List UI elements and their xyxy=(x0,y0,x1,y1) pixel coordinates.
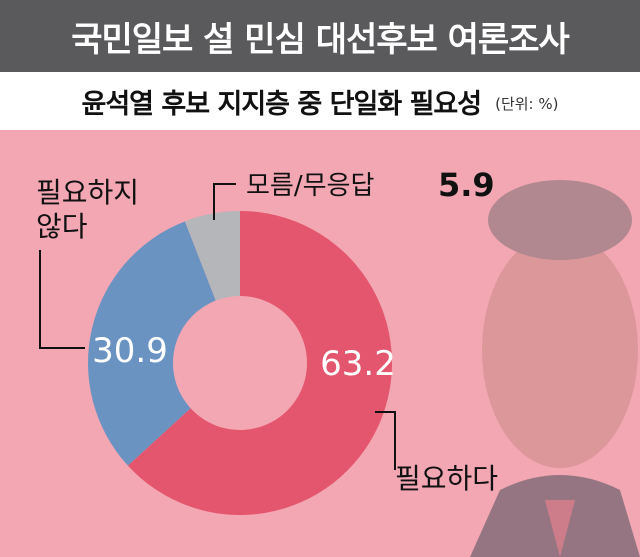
leader-line-2 xyxy=(213,183,236,220)
category-label-2: 모름/무응답 xyxy=(246,171,374,201)
slice-2 xyxy=(184,211,240,301)
chart-panel: 63.2 필요하다 30.9 필요하지 않다 5.9 모름/무응답 xyxy=(0,130,640,557)
portrait-photo xyxy=(470,180,640,557)
leader-line-1 xyxy=(39,250,85,349)
value-label-1: 30.9 xyxy=(92,331,168,371)
chart-title-row: 윤석열 후보 지지층 중 단일화 필요성 (단위: %) xyxy=(0,72,640,130)
donut-chart: 63.2 필요하다 30.9 필요하지 않다 5.9 모름/무응답 xyxy=(36,166,640,557)
donut-slices xyxy=(88,211,392,515)
header-title: 국민일보 설 민심 대선후보 여론조사 xyxy=(71,19,570,60)
header-banner: 국민일보 설 민심 대선후보 여론조사 xyxy=(0,0,640,72)
data-labels: 63.2 필요하다 30.9 필요하지 않다 5.9 모름/무응답 xyxy=(36,166,498,495)
chart-title: 윤석열 후보 지지층 중 단일화 필요성 xyxy=(81,88,483,120)
leader-lines xyxy=(39,183,396,470)
value-label-0: 63.2 xyxy=(320,344,396,384)
slice-0 xyxy=(127,211,392,515)
value-label-2: 5.9 xyxy=(438,166,495,204)
unit-label: (단위: %) xyxy=(495,94,559,113)
leader-line-0 xyxy=(375,411,396,470)
slice-1 xyxy=(88,221,216,466)
category-label-0: 필요하다 xyxy=(395,462,498,495)
category-label-1: 필요하지 않다 xyxy=(36,176,139,243)
